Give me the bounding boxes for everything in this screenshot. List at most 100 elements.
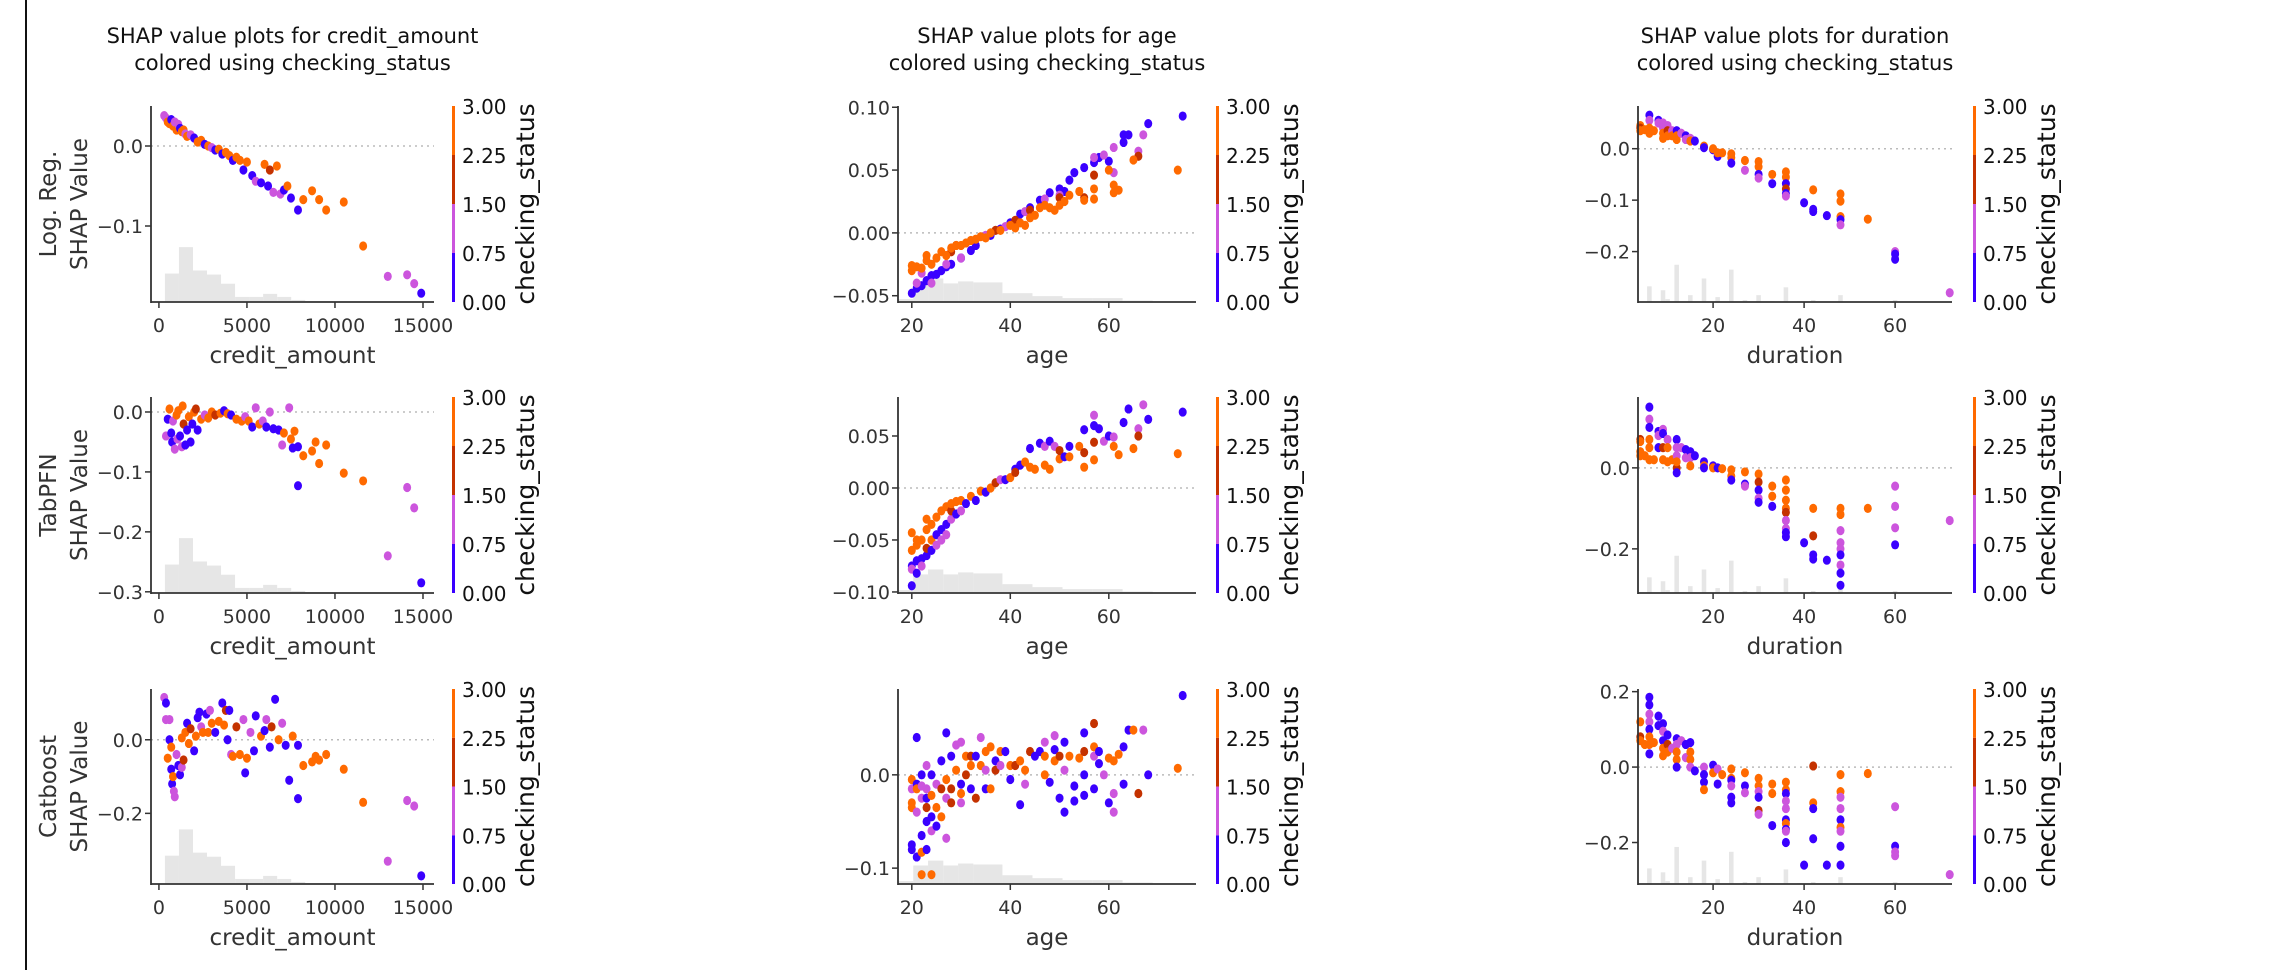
- data-point: [184, 738, 193, 749]
- data-point: [1863, 768, 1872, 779]
- data-point: [947, 798, 956, 808]
- histogram-bar: [249, 587, 264, 593]
- histogram-bar: [898, 881, 914, 884]
- data-point: [179, 755, 188, 765]
- colorbar-tick-label: 2.25: [462, 727, 507, 751]
- data-point: [1727, 764, 1736, 774]
- data-point: [986, 742, 995, 752]
- data-point: [1645, 402, 1654, 412]
- data-point: [235, 155, 244, 165]
- colorbar-tick-label: 2.25: [462, 435, 507, 459]
- x-tick-label: 10000: [305, 606, 365, 628]
- data-point: [311, 437, 320, 447]
- y-tick-label: 0.10: [848, 97, 890, 119]
- histogram-bar: [1647, 286, 1652, 302]
- data-point: [339, 764, 348, 774]
- histogram-bar: [1002, 875, 1033, 884]
- histogram-bar: [207, 274, 222, 302]
- data-point: [290, 426, 299, 436]
- data-point: [942, 530, 951, 540]
- colorbar-segment: [1216, 253, 1219, 302]
- histogram-bar: [913, 574, 929, 593]
- data-point: [1809, 554, 1818, 564]
- data-point: [912, 568, 921, 578]
- colorbar-tick-label: 0.75: [1226, 242, 1271, 266]
- data-point: [1065, 175, 1074, 185]
- data-point: [176, 770, 185, 780]
- data-point: [207, 718, 216, 728]
- data-point: [308, 446, 317, 456]
- data-point: [1090, 194, 1099, 204]
- histogram-bar: [235, 878, 250, 884]
- data-point: [410, 503, 419, 513]
- colorbar-label: checking_status: [1275, 686, 1304, 887]
- subplot-log-reg--credit_amount: 0.0−0.10 5000 10000 15000credit_amount0.000…: [97, 95, 540, 369]
- colorbar-segment: [452, 495, 455, 544]
- data-point: [1754, 497, 1763, 507]
- data-point: [1134, 788, 1143, 799]
- data-point: [265, 407, 274, 417]
- y-tick-label: 0.05: [848, 160, 890, 182]
- histogram-bar: [1742, 300, 1748, 302]
- data-point: [907, 528, 916, 538]
- histogram-bar: [973, 282, 1003, 302]
- data-point: [218, 698, 227, 708]
- colorbar-tick-label: 2.25: [1983, 435, 2028, 459]
- colorbar-tick-label: 0.00: [1226, 291, 1271, 315]
- x-tick-label: 60: [1097, 897, 1121, 919]
- data-point: [1740, 155, 1749, 166]
- histogram-bar: [1729, 269, 1734, 302]
- data-point: [1080, 462, 1089, 472]
- data-point: [1718, 464, 1727, 474]
- histogram-bar: [1092, 880, 1123, 884]
- data-point: [163, 753, 172, 763]
- histogram-bar: [1838, 877, 1843, 884]
- histogram-bar: [1810, 591, 1816, 593]
- data-point: [246, 727, 255, 738]
- data-point: [1050, 731, 1059, 741]
- data-point: [1144, 770, 1153, 780]
- x-axis-label: duration: [1747, 634, 1844, 660]
- data-point: [315, 755, 324, 765]
- colorbar-segment: [452, 786, 455, 836]
- subplot-catboost-duration: 0.2 0.0 −0.2 20 40 60 duration 0.00 0.75 1.50 2.25…: [1584, 678, 2061, 951]
- data-point: [294, 794, 303, 804]
- data-point: [1645, 443, 1654, 453]
- data-point: [1690, 766, 1699, 776]
- data-point: [1690, 136, 1699, 146]
- data-point: [1109, 441, 1118, 451]
- data-point: [1686, 461, 1695, 471]
- data-point: [167, 428, 176, 438]
- histogram-bar: [263, 875, 278, 884]
- data-point: [1672, 468, 1681, 478]
- y-tick-label: −0.05: [832, 530, 890, 552]
- data-point: [1891, 540, 1900, 550]
- data-point: [1781, 495, 1790, 505]
- data-point: [1173, 449, 1182, 459]
- x-tick-label: 20: [1701, 606, 1725, 628]
- data-point: [1090, 718, 1099, 729]
- data-point: [952, 765, 961, 775]
- data-point: [1129, 155, 1138, 165]
- colorbar-tick-label: 3.00: [1226, 678, 1271, 702]
- data-point: [1060, 196, 1069, 207]
- histogram-bar: [1715, 297, 1720, 302]
- data-point: [1114, 749, 1123, 759]
- data-point: [1727, 798, 1736, 808]
- data-point: [1686, 747, 1695, 757]
- histogram-bar: [1838, 295, 1843, 302]
- data-point: [1727, 781, 1736, 791]
- histogram-bar: [1062, 298, 1093, 302]
- colorbar-tick-label: 3.00: [1983, 386, 2028, 410]
- y-tick-label: 0.0: [1600, 139, 1630, 161]
- histogram-bar: [898, 590, 914, 593]
- subplot-tabpfn-age: 0.05 0.00 −0.05 −0.10 20 40 60 age 0.00 0.75 1.50 2…: [832, 386, 1304, 660]
- data-point: [1134, 431, 1143, 441]
- data-point: [1070, 796, 1079, 806]
- data-point: [937, 784, 946, 794]
- colorbar: 0.00 0.75 1.50 2.25 3.00 checking_status: [1973, 386, 2061, 606]
- data-point: [917, 770, 926, 780]
- data-point: [1075, 441, 1084, 451]
- x-tick-label: 0: [153, 897, 165, 919]
- colorbar-tick-label: 0.75: [1226, 824, 1271, 848]
